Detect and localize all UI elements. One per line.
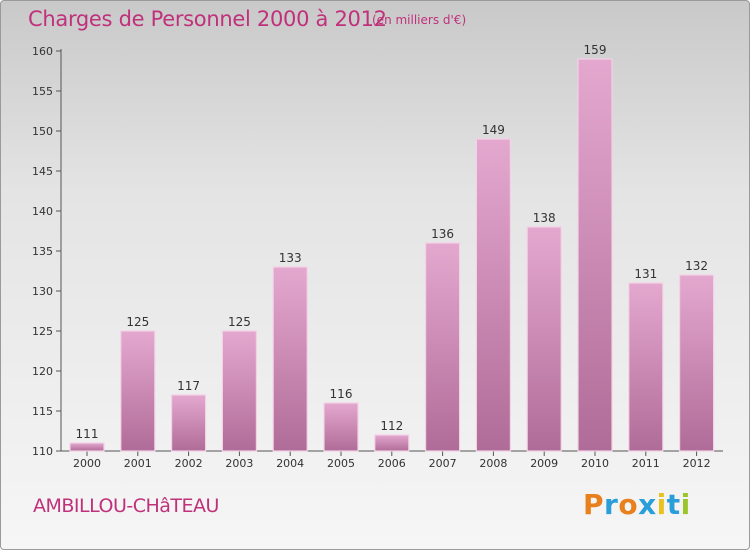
bar-2002: [171, 394, 207, 452]
logo-letter: o: [618, 488, 639, 521]
data-label-2012: 132: [685, 259, 708, 273]
bar-2010: [577, 58, 613, 452]
bar-2009: [526, 226, 562, 452]
logo-letter: t: [666, 488, 681, 521]
bar-2001: [120, 330, 156, 452]
data-label-2002: 117: [177, 379, 200, 393]
x-tick-label-2007: 2007: [429, 457, 457, 470]
place-name: AMBILLOU-CHâTEAU: [33, 495, 219, 517]
bar-2008: [475, 138, 511, 452]
logo-letter: P: [583, 488, 605, 521]
bar-series: [69, 58, 715, 452]
logo-letter: x: [638, 488, 657, 521]
x-tick-label-2000: 2000: [73, 457, 101, 470]
x-tick-label-2006: 2006: [378, 457, 406, 470]
chart-subtitle: (en milliers d'€): [372, 13, 467, 27]
x-tick-label-2010: 2010: [581, 457, 609, 470]
x-tick-label-2008: 2008: [479, 457, 507, 470]
y-tick-label: 130: [32, 285, 53, 298]
y-tick-label: 115: [32, 405, 53, 418]
data-labels: 111 125 117 125 133 116 112 136 149 138 159 131 132: [76, 43, 709, 441]
data-label-2007: 136: [431, 227, 454, 241]
bar-2004: [272, 266, 308, 452]
proxiti-logo[interactable]: Proxiti: [583, 488, 691, 521]
logo-letter: i: [656, 488, 667, 521]
x-tick-label-2011: 2011: [632, 457, 660, 470]
x-tick-label-2001: 2001: [124, 457, 152, 470]
data-label-2009: 138: [533, 211, 556, 225]
x-axis: 2000 2001 2002 2003 2004 2005 2006 2007 2008 2009…: [61, 450, 723, 470]
y-tick-label: 150: [32, 125, 53, 138]
bar-2012: [678, 274, 715, 452]
bar-2003: [221, 330, 257, 452]
data-label-2004: 133: [279, 251, 302, 265]
bar-2011: [628, 282, 664, 452]
data-label-2011: 131: [634, 267, 657, 281]
y-tick-label: 140: [32, 205, 53, 218]
data-label-2003: 125: [228, 315, 251, 329]
logo-letter: r: [604, 488, 619, 521]
data-label-2010: 159: [584, 43, 607, 57]
y-tick-label: 120: [32, 365, 53, 378]
x-tick-label-2012: 2012: [683, 457, 711, 470]
y-tick-label: 110: [32, 445, 53, 458]
y-axis: 110 115 120 125 130 135 140 145 150 155 160: [32, 45, 62, 458]
x-tick-label-2005: 2005: [327, 457, 355, 470]
chart-title: Charges de Personnel 2000 à 2012: [28, 7, 387, 31]
data-label-2006: 112: [380, 419, 403, 433]
bar-2005: [323, 402, 359, 452]
y-tick-label: 125: [32, 325, 53, 338]
x-tick-label-2002: 2002: [175, 457, 203, 470]
x-tick-label-2003: 2003: [225, 457, 253, 470]
x-tick-label-2004: 2004: [276, 457, 304, 470]
y-tick-label: 135: [32, 245, 53, 258]
logo-letter: i: [680, 488, 691, 521]
data-label-2008: 149: [482, 123, 505, 137]
y-tick-label: 160: [32, 45, 53, 58]
data-label-2000: 111: [76, 427, 99, 441]
bar-2000: [69, 442, 105, 452]
bar-2007: [425, 242, 461, 452]
bar-2006: [374, 434, 410, 452]
y-tick-label: 155: [32, 85, 53, 98]
x-tick-label-2009: 2009: [530, 457, 558, 470]
y-tick-label: 145: [32, 165, 53, 178]
data-label-2001: 125: [126, 315, 149, 329]
data-label-2005: 116: [330, 387, 353, 401]
